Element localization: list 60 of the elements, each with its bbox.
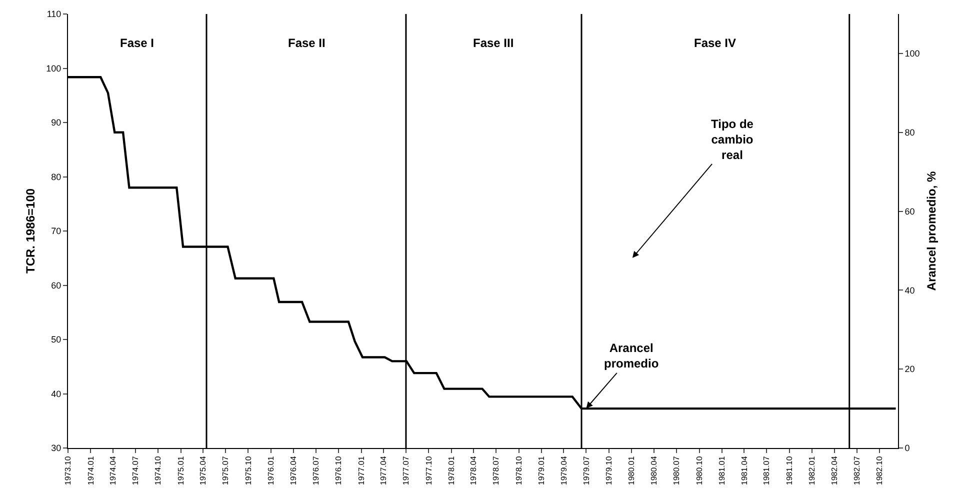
x-tick-label: 1977.07	[402, 456, 411, 486]
x-tick-label: 1973.10	[64, 456, 73, 486]
y2-tick-label: 60	[904, 206, 915, 216]
x-tick-label: 1978.04	[469, 456, 478, 486]
x-tick-label: 1976.10	[334, 456, 344, 486]
y2-axis-title: Arancel promedio, %	[924, 170, 939, 291]
x-tick-label: 1981.04	[740, 456, 749, 486]
x-tick-label: 1980.01	[627, 456, 636, 486]
x-tick-label: 1975.10	[244, 456, 253, 486]
x-tick-label: 1979.10	[604, 456, 614, 486]
y-tick-label: 70	[51, 226, 62, 236]
x-tick-label: 1975.01	[176, 456, 186, 486]
x-tick-label: 1978.01	[447, 456, 456, 486]
x-tick-label: 1981.10	[784, 456, 794, 486]
x-tick-label: 1975.07	[221, 456, 230, 486]
y-tick-label: 110	[46, 9, 62, 20]
y-tick-label: 40	[51, 388, 62, 399]
y2-tick-label: 40	[904, 285, 915, 296]
x-tick-label: 1981.01	[718, 456, 727, 486]
x-tick-label: 1981.07	[762, 456, 772, 486]
y2-tick-label: 0	[904, 443, 910, 454]
annotation: Fase III	[473, 36, 514, 50]
y2-tick-label: 80	[904, 128, 915, 138]
x-tick-label: 1978.07	[492, 456, 501, 486]
y2-tick-label: 100	[904, 48, 920, 59]
annotation: Fase IV	[694, 36, 736, 50]
annotation: Tipo de cambio real	[711, 117, 754, 162]
x-tick-label: 1977.10	[424, 456, 434, 486]
y-tick-label: 50	[51, 334, 62, 345]
x-tick-label: 1976.07	[311, 456, 320, 486]
y-tick-label: 90	[51, 118, 62, 128]
x-tick-label: 1982.04	[830, 456, 839, 486]
x-tick-label: 1979.07	[582, 456, 591, 486]
x-tick-label: 1976.04	[289, 456, 298, 486]
annotation: Fase I	[120, 36, 154, 50]
x-tick-label: 1974.07	[131, 456, 140, 486]
y2-tick-label: 20	[904, 364, 915, 374]
x-tick-label: 1974.01	[86, 456, 96, 486]
x-tick-label: 1975.04	[198, 456, 208, 486]
x-tick-label: 1979.04	[559, 456, 568, 486]
x-tick-label: 1978.10	[514, 456, 524, 486]
x-tick-label: 1976.01	[266, 456, 276, 486]
y-tick-label: 30	[51, 443, 62, 454]
x-tick-label: 1980.04	[650, 456, 659, 486]
y-tick-label: 100	[46, 63, 62, 74]
x-tick-label: 1974.10	[154, 456, 163, 486]
x-tick-label: 1980.07	[672, 456, 682, 486]
x-tick-label: 1982.10	[875, 456, 884, 486]
x-tick-label: 1979.01	[537, 456, 546, 486]
x-tick-label: 1977.01	[356, 456, 366, 486]
annotation: Fase II	[288, 36, 326, 50]
annotation: Arancel promedio	[604, 341, 659, 371]
y-axis-title: TCR. 1986=100	[23, 188, 38, 274]
x-tick-label: 1980.10	[694, 456, 704, 486]
x-tick-label: 1982.07	[852, 456, 862, 486]
x-tick-label: 1977.04	[379, 456, 388, 486]
y-tick-label: 60	[51, 280, 62, 290]
x-tick-label: 1982.01	[808, 456, 817, 486]
y-tick-label: 80	[51, 172, 62, 182]
x-tick-label: 1974.04	[108, 456, 118, 486]
